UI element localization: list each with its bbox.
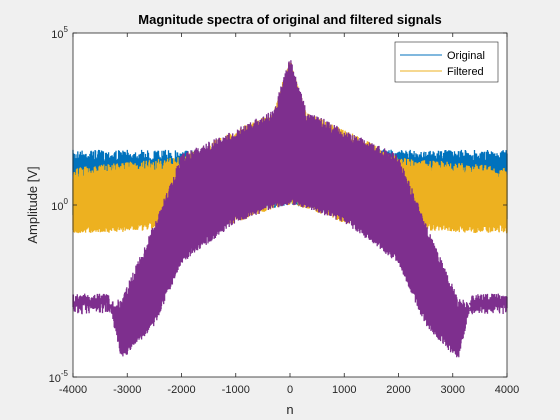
y-tick-label: 10-5 — [49, 369, 69, 385]
x-axis-label: n — [286, 402, 293, 417]
x-tick-label: 4000 — [495, 384, 519, 396]
x-tick-label: 1000 — [332, 384, 356, 396]
legend-box — [394, 41, 499, 83]
y-tick-label: 105 — [51, 25, 68, 41]
x-tick-label: -3000 — [113, 384, 141, 396]
y-tick-label: 100 — [51, 197, 68, 213]
x-tick-label: 0 — [287, 384, 293, 396]
axes-layer: -4000 -3000 -2000 -1000 0 1000 2000 3000 4000 105… — [49, 25, 520, 396]
x-tick-label: -4000 — [59, 384, 87, 396]
x-tick-label: -1000 — [222, 384, 250, 396]
x-tick-label: 2000 — [386, 384, 410, 396]
x-tick-label: -2000 — [167, 384, 195, 396]
y-axis-label: Amplitude [V] — [25, 166, 40, 243]
chart-title: Magnitude spectra of original and filter… — [138, 12, 441, 27]
legend-label-filtered: Filtered — [447, 66, 484, 78]
legend-label-original: Original — [447, 50, 485, 62]
x-tick-label: 3000 — [441, 384, 465, 396]
legend: Original Filtered — [394, 41, 499, 83]
